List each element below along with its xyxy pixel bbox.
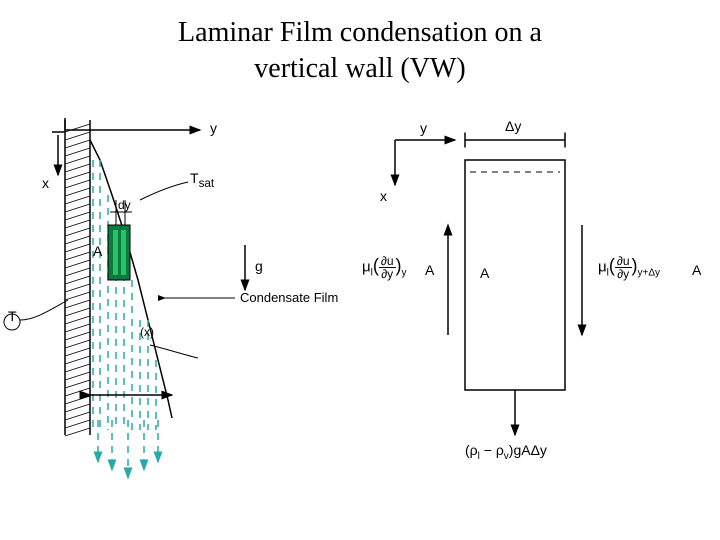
shear-right-label: μl(∂u∂y)y+Δy [598, 255, 660, 280]
control-volume [108, 225, 130, 280]
A-right: A [692, 262, 701, 278]
flow-arrows [98, 420, 158, 478]
condensate-label: Condensate Film [240, 290, 338, 305]
film-boundary [90, 140, 172, 418]
A-label-left: A [93, 243, 102, 259]
dy-label-left: dy [118, 198, 131, 212]
A-mid: A [480, 265, 489, 281]
y-label-right: y [420, 120, 427, 136]
delta-x-label: (x) [140, 325, 154, 339]
T-label: T [8, 308, 17, 324]
tsat-label: Tsat [190, 170, 214, 190]
x-label-right: x [380, 188, 387, 204]
weight-label: (ρl − ρv)gAΔy [465, 442, 547, 462]
dy-label-right: Δy [505, 118, 521, 134]
A-left: A [425, 262, 434, 278]
right-diagram [395, 140, 582, 435]
y-label-left: y [210, 120, 217, 136]
g-label: g [255, 258, 263, 274]
tsat-callout [140, 182, 188, 200]
x-label-left: x [42, 175, 49, 191]
wall-hatch [65, 120, 90, 436]
twall-callout [20, 300, 68, 320]
shear-left-label: μl(∂u∂y)y [362, 255, 407, 280]
